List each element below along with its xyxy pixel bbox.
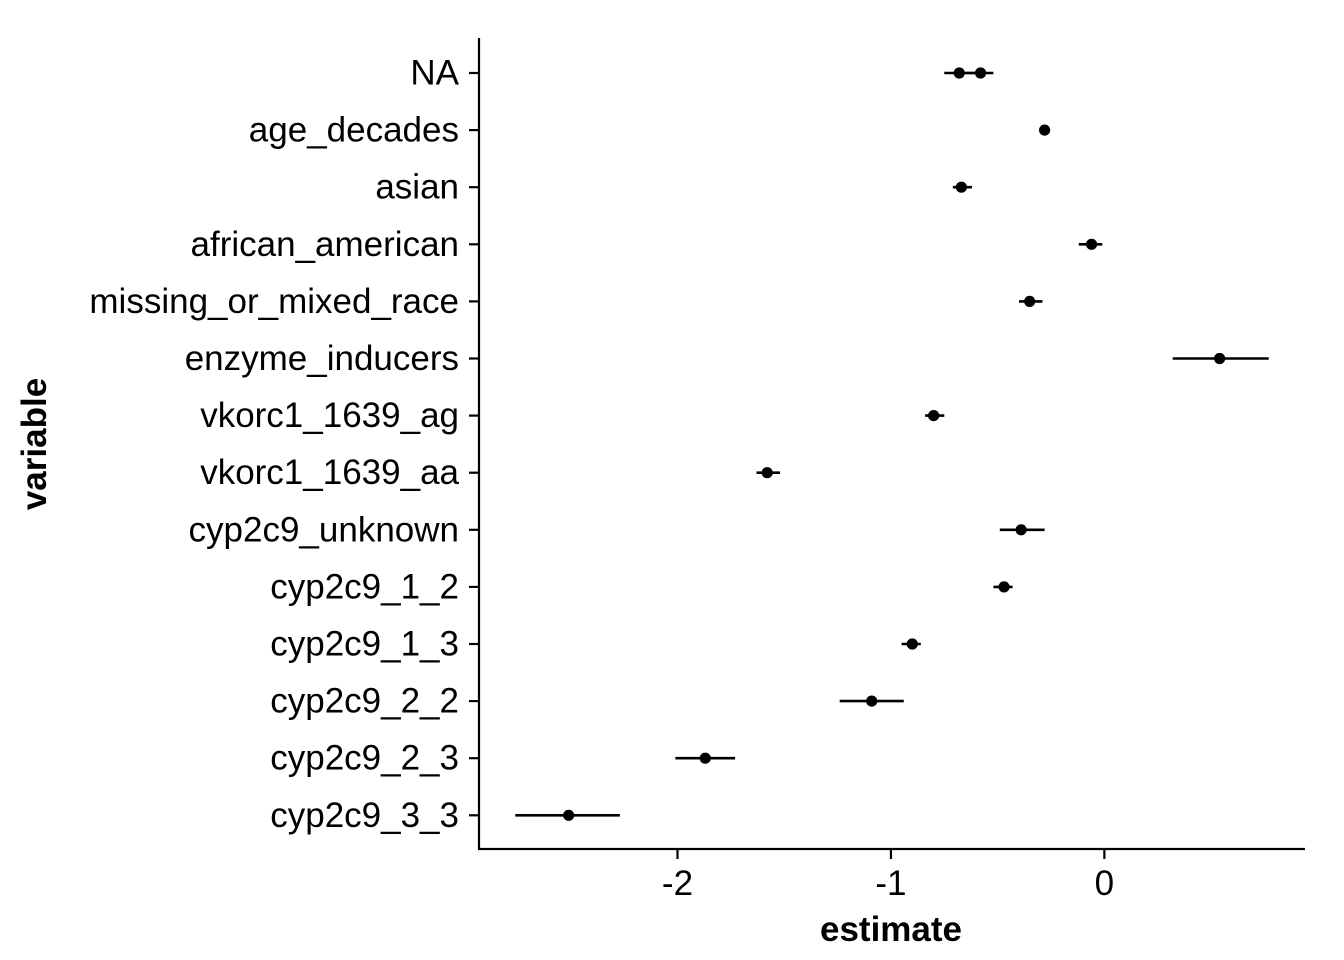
y-tick-label: vkorc1_1639_ag — [200, 396, 459, 435]
estimate-point — [1214, 352, 1226, 365]
estimate-point — [974, 67, 987, 79]
estimate-point — [953, 67, 965, 79]
y-tick-label: cyp2c9_unknown — [189, 510, 459, 549]
y-tick-label: vkorc1_1639_aa — [200, 453, 459, 492]
y-tick-label: missing_or_mixed_race — [89, 282, 459, 321]
estimate-point — [1085, 238, 1098, 250]
estimate-point — [1024, 295, 1036, 307]
x-axis-ticks: -2 -1 0 — [662, 849, 1114, 903]
estimate-point — [563, 809, 575, 821]
x-tick-label: -2 — [662, 864, 693, 903]
plot-marks — [515, 67, 1269, 821]
estimate-point — [955, 181, 967, 193]
y-tick-label: NA — [410, 54, 459, 93]
y-tick-label: age_decades — [249, 111, 459, 150]
y-tick-label: enzyme_inducers — [185, 339, 459, 378]
x-tick-label: 0 — [1095, 864, 1114, 903]
y-tick-label: african_american — [191, 225, 459, 264]
y-axis-title: variable — [15, 378, 54, 510]
y-tick-label: cyp2c9_2_2 — [270, 682, 459, 721]
y-tick-label: asian — [375, 168, 459, 207]
estimate-point — [699, 752, 711, 764]
x-axis-title: estimate — [820, 910, 962, 949]
y-tick-label: cyp2c9_1_3 — [270, 625, 459, 664]
estimate-point — [866, 695, 878, 707]
estimate-point — [761, 467, 773, 479]
estimate-point — [1015, 524, 1027, 536]
estimate-point — [928, 410, 940, 422]
y-tick-label: cyp2c9_2_3 — [270, 739, 459, 778]
estimate-point — [906, 638, 918, 650]
y-tick-label: cyp2c9_3_3 — [270, 796, 459, 835]
estimate-point — [1039, 124, 1051, 136]
x-tick-label: -1 — [875, 864, 906, 903]
y-tick-label: cyp2c9_1_2 — [270, 567, 459, 606]
estimate-point — [998, 581, 1010, 593]
